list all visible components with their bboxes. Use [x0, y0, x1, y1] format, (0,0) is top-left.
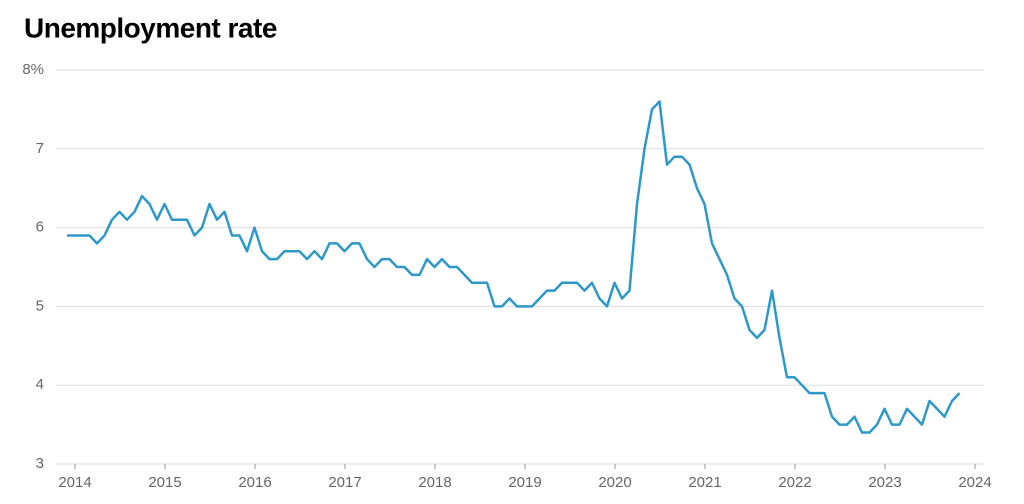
- x-tick-label: 2024: [958, 474, 991, 491]
- x-tick-label: 2014: [58, 474, 91, 491]
- x-tick-label: 2017: [328, 474, 361, 491]
- chart-title: Unemployment rate: [24, 12, 277, 43]
- y-tick-label: 3: [36, 455, 44, 472]
- line: [67, 100, 961, 434]
- y-tick-label: 7: [36, 140, 44, 157]
- y-tick-label: 5: [36, 297, 44, 314]
- x-tick-label: 2018: [418, 474, 451, 491]
- x-tick-label: 2015: [148, 474, 181, 491]
- x-tick-label: 2021: [688, 474, 721, 491]
- x-tick-label: 2023: [868, 474, 901, 491]
- y-tick-label: 8%: [22, 61, 44, 78]
- x-tick-label: 2019: [508, 474, 541, 491]
- y-tick-label: 4: [36, 376, 44, 393]
- y-tick-label: 6: [36, 219, 44, 236]
- x-tick-label: 2016: [238, 474, 271, 491]
- x-tick-label: 2020: [598, 474, 631, 491]
- x-tick-label: 2022: [778, 474, 811, 491]
